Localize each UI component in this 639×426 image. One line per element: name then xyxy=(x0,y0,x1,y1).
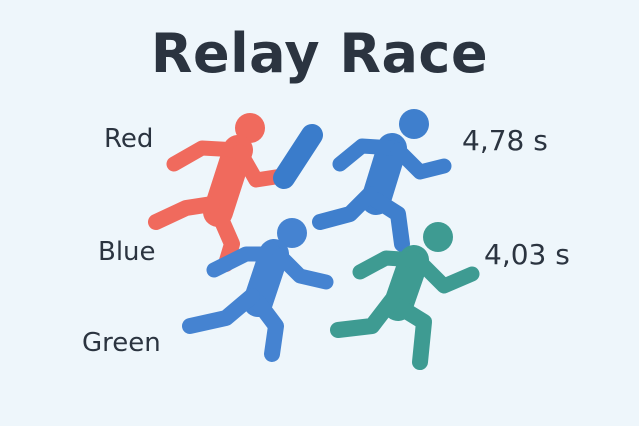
time-label-top: 4,78 s xyxy=(462,124,548,157)
baton-icon xyxy=(273,124,323,189)
team-label-blue: Blue xyxy=(98,237,156,267)
team-label-red: Red xyxy=(104,124,154,154)
page-title: Relay Race xyxy=(150,22,489,85)
time-label-bottom: 4,03 s xyxy=(484,238,570,271)
runner-green-icon xyxy=(330,222,480,370)
runner-blue-top-icon xyxy=(312,109,452,252)
runner-blue-bottom-icon xyxy=(182,218,334,362)
runner-red-icon xyxy=(148,113,290,272)
team-label-green: Green xyxy=(82,328,161,358)
